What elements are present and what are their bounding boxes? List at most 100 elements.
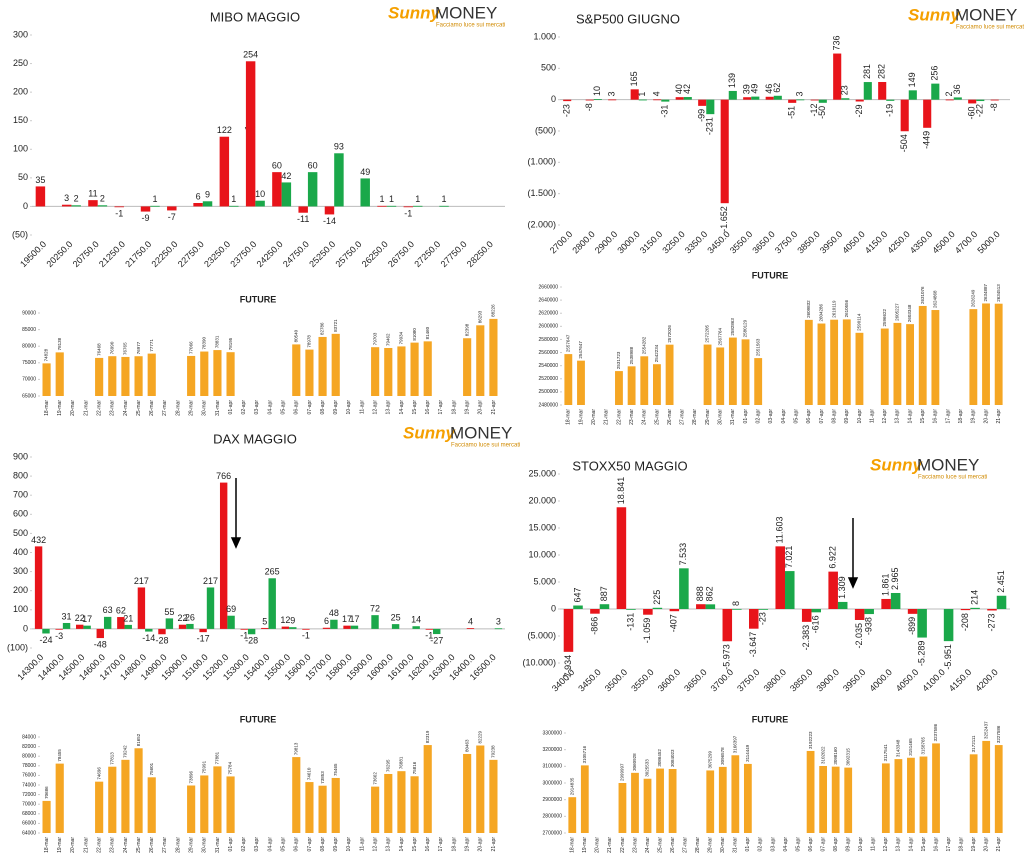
x-tick-label: 09-apr	[333, 400, 339, 415]
x-tick-label: 27-mar	[162, 837, 168, 853]
value-label: 9	[205, 190, 210, 200]
bar	[193, 203, 203, 207]
x-tick-label: 24250.0	[255, 239, 285, 269]
value-label: 3117541	[883, 744, 888, 762]
x-tick-label: 04-apr	[783, 837, 789, 852]
bar	[563, 609, 574, 652]
chart: DAX MAGGIO (100) 0 100 200 300 400 500 600 700 800…	[7, 431, 505, 682]
value-label: 86293	[477, 310, 482, 323]
bar	[226, 776, 235, 833]
bar	[743, 763, 752, 833]
value-label: -1	[240, 630, 248, 640]
x-tick-label: 18-apr	[958, 837, 964, 852]
x-tick-label: 03-apr	[770, 837, 776, 852]
x-tick-label: 14-apr	[908, 837, 914, 852]
x-tick-label: 11-apr	[359, 400, 365, 414]
bar	[683, 97, 692, 100]
value-label: 25	[391, 613, 401, 623]
bar	[982, 303, 990, 405]
x-tick-label: 08-apr	[833, 837, 839, 852]
bar	[397, 771, 406, 833]
x-tick-label: 12-apr	[883, 837, 889, 852]
x-tick-label: 01-apr	[743, 409, 749, 424]
x-tick-label: 20750.0	[71, 239, 101, 269]
bar	[968, 99, 977, 104]
bar	[42, 800, 51, 833]
x-tick-label: 05-apr	[280, 837, 286, 852]
value-label: -2.383	[801, 625, 811, 651]
chart-title: STOXX50 MAGGIO	[572, 458, 687, 473]
y-tick-label: 72000	[22, 792, 36, 798]
x-tick-label: 18-mar	[44, 837, 50, 853]
y-tick-label: (2.000)	[527, 219, 556, 229]
x-tick-label: 4700.0	[953, 229, 980, 256]
x-tick-label: 3900.0	[814, 667, 841, 694]
value-label: 73896	[188, 770, 193, 783]
value-label: 647	[572, 587, 582, 602]
x-tick-label: 31-mar	[215, 837, 221, 853]
value-label: 75784	[228, 761, 233, 774]
bar	[302, 628, 310, 630]
y-tick-label: 2560000	[539, 350, 559, 356]
bar	[990, 99, 999, 101]
chart: STOXX50 MAGGIO (10.000) (5.000) 0 5.000 10.00…	[522, 458, 1010, 694]
value-label: -3	[55, 631, 63, 641]
y-tick-label: 3000000	[543, 780, 563, 786]
value-label: 2914835	[569, 777, 574, 795]
bar	[202, 201, 213, 207]
bar	[801, 609, 812, 622]
y-tick-label: 400	[13, 547, 28, 557]
value-label: 7.533	[678, 543, 688, 566]
value-label: 9	[290, 616, 295, 626]
bar	[863, 82, 872, 100]
bar	[261, 627, 269, 629]
x-tick-label: 15-apr	[921, 837, 927, 852]
bar	[758, 609, 769, 610]
y-tick-label: 600	[13, 509, 28, 519]
bar	[563, 99, 572, 102]
bar	[42, 628, 50, 634]
x-tick-label: 06-apr	[294, 837, 300, 852]
x-tick-label: 3750.0	[735, 667, 762, 694]
x-tick-label: 04-apr	[781, 409, 787, 424]
chart: S&P500 GIUGNO (2.000) (1.500) (1.000) (500) 0…	[527, 11, 1010, 256]
x-tick-label: 26750.0	[386, 239, 416, 269]
bar	[722, 609, 733, 642]
x-tick-label: 29-mar	[705, 409, 711, 425]
y-tick-label: 66000	[22, 821, 36, 827]
x-tick-label: 19-mar	[57, 400, 63, 416]
value-label: 74828	[44, 348, 49, 361]
bar	[423, 745, 432, 833]
x-tick-label: 21-apr	[491, 837, 497, 852]
value-label: 93	[334, 142, 344, 152]
x-tick-label: 25250.0	[307, 239, 337, 269]
logo-brand: Sunny	[908, 5, 961, 24]
bar	[384, 773, 393, 833]
x-tick-label: 21-apr	[491, 400, 497, 415]
value-label: 6	[196, 191, 201, 201]
bar	[585, 99, 594, 101]
value-label: -29	[854, 104, 864, 117]
x-tick-label: 16-apr	[425, 837, 431, 852]
x-tick-label: 18-apr	[451, 837, 457, 852]
y-tick-label: 78000	[22, 763, 36, 769]
bar	[573, 605, 583, 609]
y-tick-label: 15.000	[528, 522, 556, 532]
x-tick-label: 13-apr	[386, 400, 392, 415]
value-label: 10	[592, 86, 602, 96]
bar	[114, 206, 124, 208]
value-label: -938	[864, 617, 874, 635]
value-label: 3098160	[833, 747, 838, 765]
bar	[564, 354, 573, 405]
value-label: 3092315	[845, 748, 850, 766]
y-tick-label: 500	[13, 528, 28, 538]
logo-name: MONEY	[435, 3, 497, 22]
bar	[751, 96, 760, 100]
value-label: 82319	[425, 730, 430, 743]
bar	[841, 98, 850, 100]
bar	[881, 763, 890, 833]
value-label: -24	[39, 635, 52, 645]
x-tick-label: 4050.0	[840, 229, 867, 256]
y-tick-label: 2620000	[539, 311, 559, 317]
value-label: -50	[817, 106, 827, 119]
